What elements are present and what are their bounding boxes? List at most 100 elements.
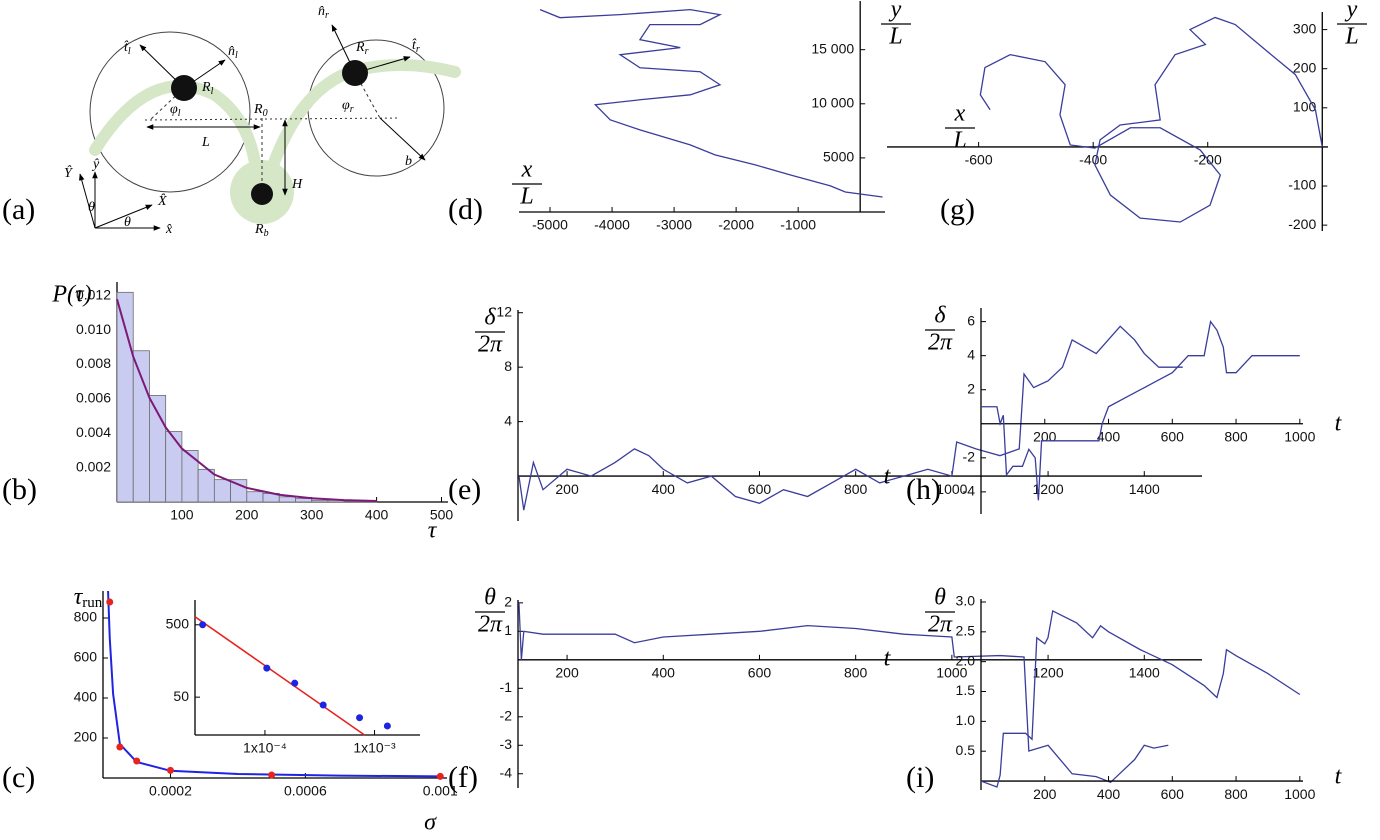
axis-label-num: θ [934, 585, 946, 611]
label-sub: r [365, 46, 369, 57]
arrow [78, 173, 96, 229]
inset-point [199, 621, 207, 629]
y-tick-label: 500 [166, 615, 190, 631]
chart-panel: -5000 -4000 -3000 -2000 -1000 5000 10 000 15 00… [448, 0, 911, 233]
label-base: R [355, 40, 365, 55]
left-circle [89, 31, 251, 193]
diagram-label: x̂ [165, 222, 173, 237]
histogram-bar [132, 350, 150, 503]
x-tick-label: 400 [1097, 786, 1121, 802]
label-base: x̂ [165, 222, 173, 237]
label-base: θ [88, 200, 95, 215]
panel-label: (g) [940, 193, 975, 226]
histogram-bar [246, 491, 264, 503]
axis-label: t [884, 464, 892, 490]
label-base: n̂ [228, 44, 235, 59]
y-tick-label: 0.5 [956, 742, 976, 758]
y-tick-label: 0.008 [76, 355, 111, 371]
y-tick-label: 1.5 [956, 682, 976, 698]
y-tick-label: 0.002 [76, 458, 111, 474]
x-tick-label: -1000 [780, 217, 816, 233]
axis-label-num: δ [934, 303, 946, 329]
diagram-label: Rr [355, 40, 369, 57]
y-tick-label: 0.010 [76, 321, 111, 337]
y-tick-label: 0.012 [76, 286, 111, 302]
x-tick-label: 1000 [936, 481, 967, 497]
x-tick-label: 200 [555, 665, 579, 681]
y-tick-label: 2.5 [956, 623, 976, 639]
trajectory [518, 325, 1183, 511]
body-arm [89, 80, 262, 176]
diagram-label: b [405, 154, 412, 169]
diagram-label: X̂ [157, 193, 167, 209]
y-tick-label: -2 [963, 449, 976, 465]
diagram-label: n̂l [228, 44, 238, 61]
label-base: X̂ [157, 193, 167, 209]
axis-label: σ [424, 810, 437, 836]
label-sub: l [211, 86, 214, 97]
axis-label-num: δ [484, 305, 496, 331]
axis-label-num: x [954, 101, 966, 127]
x-tick-label: 1000 [1284, 428, 1315, 444]
diagram-label: ŷ [91, 157, 100, 172]
x-tick-label: 200 [235, 507, 259, 523]
x-tick-label: 0.0006 [284, 783, 327, 799]
axis-label-num: θ [484, 585, 496, 611]
diagram-label: φr [342, 98, 354, 115]
point [106, 598, 114, 606]
histogram-bar [311, 499, 329, 503]
diagram-label: θ [124, 215, 131, 230]
trajectory [980, 609, 1301, 788]
label-base: ŷ [91, 157, 100, 172]
label-base: φ [170, 102, 178, 117]
diagram: t̂l n̂l Rl n̂r Rr t̂r φl R0 φr L H b Rb … [2, 4, 461, 239]
diagram-label: Ŷ [64, 164, 74, 181]
y-tick-label: -4 [963, 483, 976, 499]
y-tick-label: 3.0 [956, 593, 976, 609]
x-tick-label: 400 [365, 507, 389, 523]
diagram-label: t̂r [412, 38, 420, 55]
label-base: θ [124, 215, 131, 230]
y-tick-label: 800 [74, 609, 98, 625]
sphere [342, 60, 368, 86]
x-tick-label: 600 [748, 665, 772, 681]
y-tick-label: 4 [504, 412, 512, 428]
x-tick-label: 800 [1224, 428, 1248, 444]
y-tick-label: 1 [504, 622, 512, 638]
axis-label-den: 2π [478, 332, 503, 358]
arrow [379, 117, 426, 161]
inset-point [356, 714, 364, 722]
y-tick-label: 1.0 [956, 712, 976, 728]
diagram-label: Rl [201, 80, 214, 97]
x-tick-label: 1400 [1129, 665, 1160, 681]
y-tick-label: 400 [74, 689, 98, 705]
x-tick-label: 200 [1033, 428, 1057, 444]
axis-label-num: y [889, 0, 902, 23]
sphere [171, 75, 197, 101]
axis-label-den: L [888, 24, 902, 50]
y-tick-label: 2 [504, 594, 512, 610]
point [116, 743, 124, 751]
histogram-bar [213, 479, 231, 503]
y-tick-label: -2 [500, 707, 513, 723]
y-tick-label: 12 [496, 303, 512, 319]
x-tick-label: 800 [844, 665, 868, 681]
histogram-bar [197, 468, 215, 503]
axis-label-den: L [519, 184, 533, 210]
y-tick-label: 5000 [823, 149, 854, 165]
x-tick-label: 1200 [1032, 665, 1063, 681]
label-base: R [254, 222, 264, 237]
point [268, 771, 276, 779]
label-base: τ [74, 584, 84, 610]
x-tick-label: 1x10⁻³ [353, 740, 396, 756]
label-base: Ŷ [64, 164, 74, 181]
histogram-bar [278, 496, 296, 503]
label-base: t̂ [412, 38, 417, 53]
diagram-label: θ [88, 200, 95, 215]
axis-label: t [1335, 411, 1343, 437]
axis-label: τ [428, 518, 438, 544]
panel-label: (a) [2, 193, 35, 226]
x-tick-label: 200 [555, 481, 579, 497]
x-tick-label: -400 [1079, 152, 1107, 168]
